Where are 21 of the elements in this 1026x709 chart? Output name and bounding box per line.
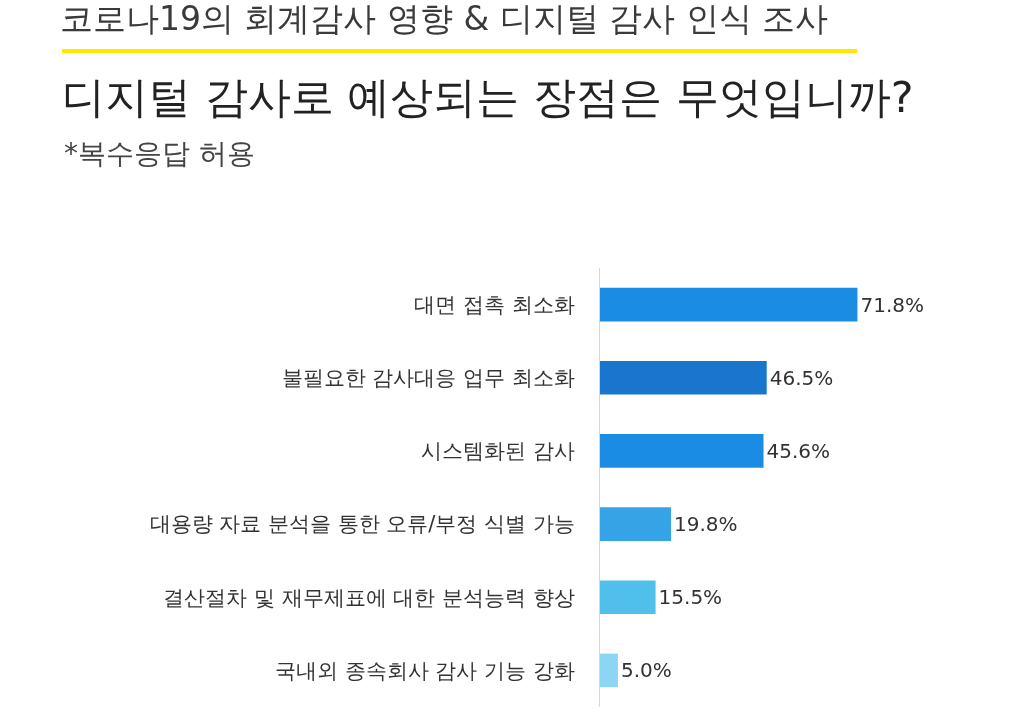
y-tick-label: 대용량 자료 분석을 통한 오류/부정 식별 가능 — [149, 512, 575, 537]
y-tick-label: 불필요한 감사대응 업무 최소화 — [281, 366, 575, 391]
bar — [600, 507, 671, 541]
data-label: 71.8% — [860, 292, 924, 317]
bar — [600, 360, 767, 395]
data-label: 45.6% — [766, 438, 831, 463]
data-label: 19.8% — [674, 512, 738, 537]
bar — [600, 287, 858, 322]
data-label: 5.0% — [620, 658, 672, 683]
data-label: 46.5% — [769, 365, 834, 390]
bar — [600, 434, 764, 468]
bar — [600, 580, 656, 615]
chart-title: 코로나19의 회계감사 영향 & 디지털 감사 인식 조사 — [60, 0, 829, 39]
chart-subtitle: 디지털 감사로 예상되는 장점은 무엇입니까? — [62, 72, 914, 122]
text: *복수응답 허용 — [64, 137, 255, 170]
y-tick-label: 대면 접촉 최소화 — [414, 292, 575, 317]
y-tick-label: 국내외 종속회사 감사 기능 강화 — [275, 658, 575, 683]
bar — [600, 653, 618, 688]
y-tick-label: 시스템화된 감사 — [421, 439, 575, 464]
data-label: 15.5% — [658, 585, 723, 610]
y-tick-label: 결산절차 및 재무제표에 대한 분석능력 향상 — [163, 585, 575, 610]
